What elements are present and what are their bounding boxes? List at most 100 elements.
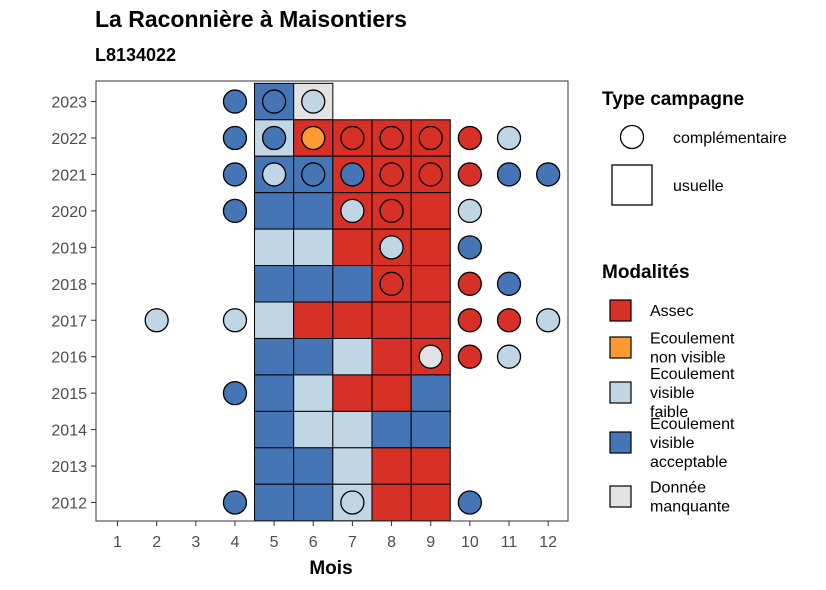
point-2023-4: [222, 89, 248, 114]
tile-2017-9: [410, 301, 451, 339]
point-2012-4: [222, 490, 248, 515]
chart-title: La Raconnière à Maisontiers: [95, 6, 407, 32]
tile-2013-6: [293, 447, 334, 485]
point-2021-9: [418, 162, 443, 187]
legend-label-ecoulement-visible-acceptable: Ecoulement visible acceptable: [650, 416, 735, 471]
tile-2015-7: [332, 374, 373, 412]
x-tick-label-12: 12: [539, 534, 557, 551]
y-tick-label-2019: 2019: [51, 240, 87, 257]
point-2023-6: [301, 89, 326, 114]
y-tick-label-2018: 2018: [51, 277, 87, 294]
point-2020-4: [222, 198, 248, 224]
legend-label-usuelle: usuelle: [673, 178, 724, 195]
x-tick-label-2: 2: [152, 534, 161, 551]
tile-2019-5: [254, 228, 295, 267]
tile-2016-8: [371, 337, 412, 376]
tile-2019-9: [410, 228, 451, 267]
x-axis: 1 2 3 4 5 6 7 8 9 10 11 12: [113, 521, 557, 551]
legend-campaign-title: Type campagne: [602, 89, 744, 110]
x-tick-label-3: 3: [191, 534, 200, 551]
point-2017-11: [496, 308, 522, 333]
point-2022-4: [222, 125, 248, 151]
legend-modalites-title: Modalités: [602, 262, 690, 283]
y-tick-label-2016: 2016: [51, 350, 87, 367]
point-2015-4: [222, 380, 248, 406]
legend-key-ecoulement-visible-acceptable: [609, 431, 632, 454]
point-2022-11: [496, 125, 522, 151]
tile-2018-5: [254, 265, 295, 303]
point-2017-10: [457, 308, 483, 333]
point-2022-5: [261, 125, 287, 151]
y-tick-label-2015: 2015: [51, 386, 87, 403]
y-tick-label-2017: 2017: [51, 313, 87, 330]
point-2017-2: [144, 308, 169, 333]
tile-2017-8: [371, 301, 412, 339]
legend-label-donnee-manquante: Donnée manquante: [650, 480, 730, 516]
tile-2012-5: [254, 483, 295, 522]
legend-key-ecoulement-visible-faible: [609, 381, 632, 404]
x-tick-label-4: 4: [230, 534, 239, 551]
y-tick-label-2020: 2020: [51, 204, 87, 221]
legend-label-assec: Assec: [650, 303, 694, 320]
tile-2020-6: [293, 192, 334, 230]
tile-2013-7: [332, 447, 373, 485]
tile-2014-9: [410, 410, 451, 449]
x-axis-label: Mois: [309, 558, 352, 579]
tile-2016-6: [293, 337, 334, 376]
y-axis: 2012 2013 2014 2015 2016 2017 2018 2019 2020 2021…: [51, 95, 96, 513]
tile-2014-7: [332, 410, 373, 449]
x-tick-label-10: 10: [461, 534, 479, 551]
tile-2013-8: [371, 447, 412, 485]
tile-2019-7: [332, 228, 373, 267]
point-2018-10: [457, 271, 483, 296]
legend-key-ecoulement-non-visible: [609, 336, 632, 359]
point-2012-7: [340, 490, 365, 515]
tile-2016-7: [332, 337, 373, 376]
tile-2017-5: [254, 301, 295, 339]
point-2022-8: [379, 125, 404, 151]
tile-2013-9: [410, 447, 451, 485]
y-tick-label-2023: 2023: [51, 95, 87, 112]
legend-key-usuelle: [611, 164, 653, 206]
x-tick-label-5: 5: [270, 534, 279, 551]
x-tick-label-6: 6: [309, 534, 318, 551]
tile-2017-7: [332, 301, 373, 339]
point-2020-7: [340, 198, 365, 224]
complementaire-points: [144, 89, 561, 515]
point-2022-6: [301, 125, 326, 151]
x-tick-label-11: 11: [501, 534, 518, 551]
point-2016-9: [418, 344, 443, 369]
point-2021-12: [536, 162, 561, 187]
x-tick-label-9: 9: [426, 534, 435, 551]
point-2016-10: [457, 344, 483, 369]
tile-2015-6: [293, 374, 334, 412]
point-2020-10: [457, 198, 483, 224]
x-tick-label-8: 8: [387, 534, 396, 551]
point-2021-11: [496, 162, 522, 187]
point-2022-10: [457, 125, 483, 151]
x-tick-label-7: 7: [348, 534, 357, 551]
tile-2014-6: [293, 410, 334, 449]
legend-label-complementaire: complémentaire: [673, 130, 787, 147]
y-tick-label-2022: 2022: [51, 131, 87, 148]
plot-border: [95, 80, 569, 522]
point-2017-4: [222, 308, 248, 333]
tile-2018-7: [332, 265, 373, 303]
x-tick-label-1: 1: [113, 534, 122, 551]
point-2016-11: [496, 344, 522, 369]
tile-2012-8: [371, 483, 412, 522]
tile-2012-6: [293, 483, 334, 522]
y-tick-label-2012: 2012: [51, 496, 87, 513]
point-2019-10: [457, 235, 483, 260]
tile-2018-9: [410, 265, 451, 303]
legend-key-complementaire: [619, 124, 645, 150]
legend-type-campagne: Type campagne complémentaire usuelle: [602, 89, 787, 206]
point-2023-5: [261, 89, 287, 114]
point-2021-7: [340, 162, 365, 187]
y-tick-label-2021: 2021: [51, 167, 87, 184]
tile-2015-9: [410, 374, 451, 412]
tile-2017-6: [293, 301, 334, 339]
point-2022-9: [418, 125, 443, 151]
